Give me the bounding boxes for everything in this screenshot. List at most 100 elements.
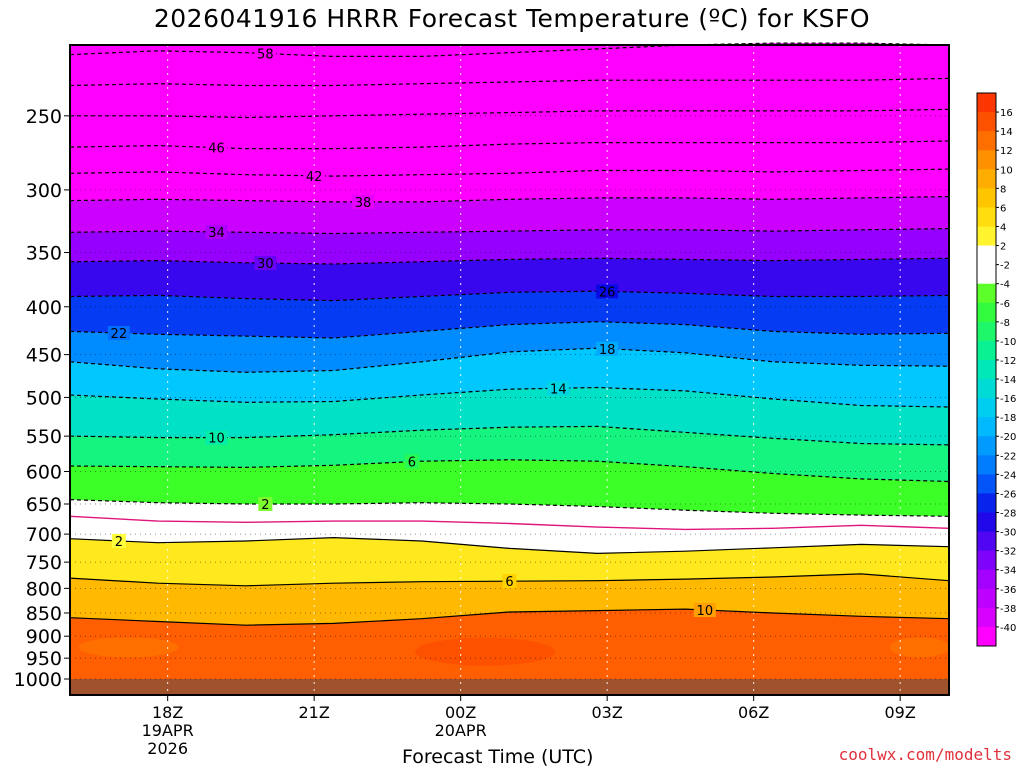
colorbar-label: -34 (1000, 566, 1016, 577)
isotherm-label-bg (111, 533, 126, 548)
colorbar-label: -32 (1000, 547, 1016, 558)
x-tick-label: 06Z (738, 703, 769, 722)
colorbar-bin (977, 588, 996, 609)
isotherm-label: 2 (115, 535, 123, 550)
colorbar-bin (977, 245, 996, 266)
y-tick-label: 550 (26, 426, 62, 448)
isotherm-label-bg (254, 46, 277, 61)
isotherm-label-bg (502, 574, 517, 589)
x-tick-label: 18Z (152, 703, 183, 722)
colorbar-label: -40 (1000, 623, 1016, 634)
isotherm-label-bg (352, 194, 374, 209)
y-tick-label: 800 (26, 578, 62, 600)
plot-frame (69, 44, 950, 696)
colorbar-label: -30 (1000, 528, 1016, 539)
y-tick-label: 950 (26, 648, 62, 670)
isotherm-label: 26 (599, 285, 616, 300)
colorbar-label: -2 (1000, 261, 1010, 272)
colorbar-bin (977, 550, 996, 571)
y-tick-label: 750 (26, 552, 62, 574)
x-axis-label: Forecast Time (UTC) (402, 746, 594, 768)
colorbar-label: 16 (1000, 108, 1013, 119)
y-tick-label: 300 (26, 180, 62, 202)
isotherm-label-bg (254, 256, 277, 271)
isotherm-label-bg (303, 168, 326, 183)
isotherm-label: 42 (306, 170, 323, 185)
isotherm-label: 10 (208, 432, 225, 447)
colorbar-bin (977, 512, 996, 533)
temp-band (70, 387, 949, 445)
temp-band (70, 141, 949, 177)
y-tick-label: 500 (26, 387, 62, 409)
colorbar-frame (976, 92, 997, 647)
colorbar-label: 6 (1000, 203, 1006, 214)
isotherm-label: 10 (697, 604, 714, 619)
isotherm-label-bg (693, 602, 716, 617)
colorbar-bin (977, 169, 996, 189)
isotherm-label-bg (107, 325, 130, 340)
temp-band (70, 169, 949, 202)
colorbar-bin (977, 417, 996, 437)
isotherm-label: 6 (505, 575, 513, 590)
colorbar-label: -12 (1000, 356, 1016, 367)
colorbar-label: -8 (1000, 318, 1010, 329)
x-tick-label: 21Z (299, 703, 330, 722)
colorbar-label: -36 (1000, 585, 1016, 596)
temp-band (70, 348, 949, 407)
isotherm-label: 30 (257, 257, 274, 272)
colorbar-bin (977, 626, 996, 647)
y-tick-label: 250 (26, 106, 62, 128)
colorbar-bin (977, 131, 996, 151)
colorbar-bin (977, 359, 996, 380)
colorbar-label: -18 (1000, 413, 1016, 424)
colorbar-label: -10 (1000, 337, 1016, 348)
temp-band (70, 43, 949, 86)
colorbar-label: -4 (1000, 280, 1010, 291)
warm-core (415, 637, 556, 666)
colorbar-label: 14 (1000, 127, 1013, 138)
isotherm-label: 18 (599, 343, 616, 358)
isotherm-label: 46 (208, 142, 225, 157)
colorbar-label: 4 (1000, 222, 1006, 233)
temp-band (70, 499, 949, 530)
isotherm-label-bg (205, 140, 228, 155)
x-tick-label: 09Z (885, 703, 916, 722)
warm-core (78, 637, 179, 658)
temp-band (70, 516, 949, 554)
y-tick-label: 850 (26, 603, 62, 625)
colorbar-label: -38 (1000, 604, 1016, 615)
x-tick-label: 03Z (592, 703, 623, 722)
colorbar-label: 10 (1000, 165, 1013, 176)
colorbar-bin (977, 607, 996, 628)
x-tick-label: 2026 (147, 739, 188, 758)
colorbar-label: -20 (1000, 432, 1016, 443)
x-tick-label: 00Z (445, 703, 476, 722)
colorbar-label: -6 (1000, 299, 1010, 310)
isotherm-label-bg (258, 496, 273, 511)
colorbar-label: -14 (1000, 375, 1016, 386)
colorbar-bin (977, 302, 996, 323)
colorbar-bin (977, 264, 996, 285)
colorbar-bin (977, 188, 996, 208)
colorbar-label: -16 (1000, 394, 1016, 405)
isotherm-label: 38 (355, 196, 372, 211)
colorbar-label: 2 (1000, 242, 1006, 253)
y-tick-label: 350 (26, 243, 62, 265)
colorbar-bin (977, 112, 996, 132)
isotherm-label-bg (596, 284, 619, 299)
colorbar-bin (977, 207, 996, 227)
y-tick-label: 1000 (14, 669, 62, 691)
y-tick-label: 650 (26, 494, 62, 516)
colorbar-bin (977, 321, 996, 342)
temp-band (70, 228, 949, 264)
colorbar-bin (977, 379, 996, 399)
temp-band (70, 291, 949, 338)
colorbar-bin (977, 569, 996, 590)
colorbar-label: -24 (1000, 470, 1016, 481)
isotherm-label: 58 (257, 48, 274, 63)
warm-core (889, 637, 950, 658)
y-tick-label: 600 (26, 461, 62, 483)
colorbar-bin (977, 436, 996, 456)
colorbar-label: -22 (1000, 451, 1016, 462)
